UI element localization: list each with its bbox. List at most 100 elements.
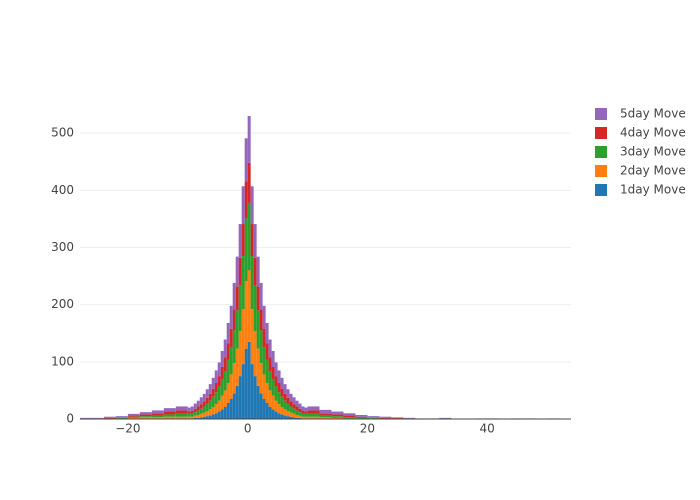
bar [187, 413, 191, 417]
bar [202, 401, 206, 407]
bar [103, 417, 116, 419]
bar [271, 378, 275, 396]
legend-label: 2day Move [620, 164, 686, 178]
legend-label: 1day Move [620, 183, 686, 197]
bar [223, 339, 227, 358]
bar [238, 285, 242, 331]
bar [277, 370, 281, 383]
bar [196, 417, 200, 419]
y-tick-label: 500 [51, 126, 74, 140]
legend-label: 3day Move [620, 145, 686, 159]
bar [211, 396, 215, 407]
bar [253, 376, 257, 419]
bar [301, 413, 305, 417]
bar [151, 413, 164, 416]
bar [319, 413, 332, 416]
bar [196, 414, 200, 418]
x-tick-label: 40 [480, 422, 495, 436]
bar [283, 409, 287, 416]
bar [202, 412, 206, 417]
bar [277, 392, 281, 405]
bar [391, 417, 404, 419]
bar [163, 411, 176, 415]
bar [193, 415, 197, 418]
legend-label: 4day Move [620, 126, 686, 140]
bar [259, 282, 263, 310]
bar [391, 417, 404, 418]
legend-swatch [595, 108, 607, 120]
bar [229, 398, 233, 419]
bar [193, 417, 197, 419]
bar [295, 417, 299, 419]
bar [235, 385, 239, 419]
bar [268, 390, 272, 407]
bar [286, 410, 290, 417]
bar [274, 400, 278, 412]
legend-swatch [595, 127, 607, 139]
bar [217, 376, 221, 387]
bar [289, 406, 293, 413]
bar [280, 406, 284, 415]
bar [151, 410, 164, 414]
bar [235, 286, 239, 311]
y-tick-label: 200 [51, 297, 74, 311]
bar [229, 305, 233, 329]
bar [250, 364, 254, 419]
bar [250, 224, 254, 257]
bar [127, 416, 140, 418]
bar [163, 408, 176, 412]
bar [256, 348, 260, 386]
bar [274, 411, 278, 419]
bar [268, 370, 272, 391]
bar [331, 414, 344, 417]
bar [214, 370, 218, 383]
bar [379, 417, 392, 419]
bar [262, 305, 266, 329]
bar [187, 416, 191, 419]
bar [235, 348, 239, 386]
bar [265, 402, 269, 419]
bar [211, 388, 215, 397]
bar [253, 224, 257, 258]
bar [223, 370, 227, 391]
bar [268, 339, 272, 358]
bar [244, 181, 248, 219]
bar [289, 412, 293, 417]
bar [271, 395, 275, 410]
bar [226, 322, 230, 344]
bar [205, 389, 209, 398]
bar [139, 417, 152, 419]
bar [304, 416, 308, 419]
bar [295, 410, 299, 415]
bar [295, 406, 299, 411]
bar [274, 386, 278, 401]
bar [253, 330, 257, 377]
bar [208, 400, 212, 410]
bar [193, 408, 197, 413]
bar [343, 417, 356, 419]
bar [163, 416, 176, 419]
bar [274, 362, 278, 377]
bar [268, 406, 272, 419]
bar [211, 406, 215, 415]
bar [280, 377, 284, 389]
bar [214, 382, 218, 393]
bar [265, 359, 269, 383]
bar [292, 404, 296, 409]
bar [256, 310, 260, 349]
bar [268, 357, 272, 371]
bar [307, 413, 320, 417]
bar [208, 393, 212, 401]
bar [367, 416, 380, 418]
bar [298, 403, 302, 409]
bar [247, 116, 251, 163]
bar [319, 415, 332, 418]
bar [283, 415, 287, 419]
bar [226, 402, 230, 419]
bar [175, 416, 188, 419]
bar [256, 385, 260, 419]
bar [262, 398, 266, 419]
bar [262, 374, 266, 399]
bar [193, 412, 197, 416]
